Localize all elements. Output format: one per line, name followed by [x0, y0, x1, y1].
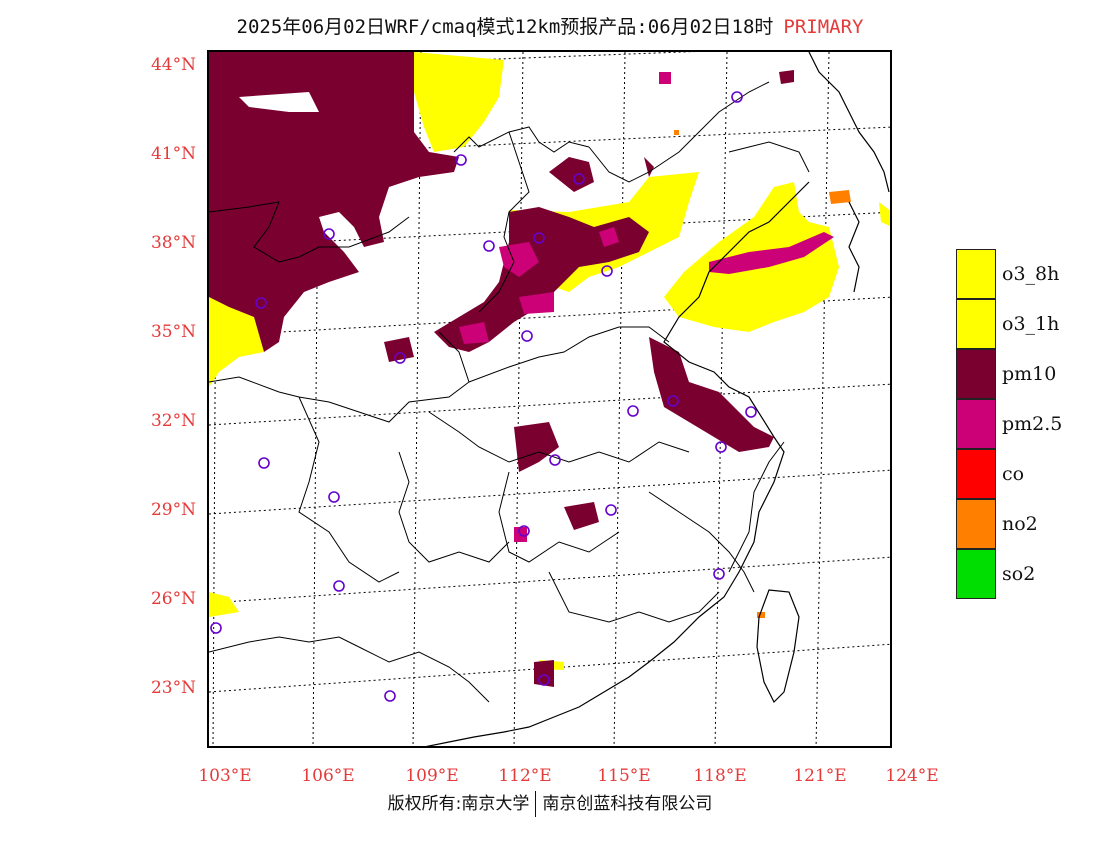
lon-label: 109°E: [405, 766, 459, 786]
lat-label: 41°N: [150, 144, 196, 164]
lon-label: 118°E: [693, 766, 747, 786]
lon-label: 106°E: [301, 766, 355, 786]
legend-swatch: [956, 499, 996, 549]
city-markers: [210, 91, 757, 702]
map-title: 2025年06月02日WRF/cmaq模式12km预报产品:06月02日18时 P…: [0, 12, 1100, 39]
legend-item-pm25: pm2.5: [956, 399, 1086, 449]
footer-divider: [535, 791, 537, 817]
lon-label: 112°E: [498, 766, 552, 786]
legend-swatch: [956, 449, 996, 499]
province-boundaries: [209, 81, 810, 703]
lon-label: 124°E: [885, 766, 939, 786]
copyright-owner: 版权所有:南京大学: [387, 794, 530, 814]
lat-label: 35°N: [150, 322, 196, 342]
title-text: 2025年06月02日WRF/cmaq模式12km预报产品:06月02日18时: [236, 16, 774, 38]
lon-label: 115°E: [597, 766, 651, 786]
legend-label: so2: [1002, 563, 1036, 585]
legend-swatch: [956, 349, 996, 399]
legend-label: pm10: [1002, 363, 1057, 385]
legend-item-o3-1h: o3_1h: [956, 299, 1086, 349]
legend-label: co: [1002, 463, 1025, 485]
legend-item-so2: so2: [956, 549, 1086, 599]
legend-swatch: [956, 299, 996, 349]
legend-swatch: [956, 549, 996, 599]
no2-region: [674, 130, 851, 618]
lon-label: 121°E: [793, 766, 847, 786]
legend-label: pm2.5: [1002, 413, 1063, 435]
legend-item-o3-8h: o3_8h: [956, 249, 1086, 299]
legend-item-no2: no2: [956, 499, 1086, 549]
pm10-region: [209, 52, 794, 687]
legend-label: o3_1h: [1002, 313, 1060, 335]
lat-label: 26°N: [150, 589, 196, 609]
lat-label: 32°N: [150, 411, 196, 431]
lat-label: 23°N: [150, 678, 196, 698]
lat-label: 44°N: [150, 55, 196, 75]
legend-swatch: [956, 399, 996, 449]
lat-label: 38°N: [150, 233, 196, 253]
legend: o3_8h o3_1h pm10 pm2.5 co no2 so2: [956, 249, 1086, 599]
legend-item-co: co: [956, 449, 1086, 499]
legend-label: o3_8h: [1002, 263, 1060, 285]
lat-label: 29°N: [150, 500, 196, 520]
legend-item-pm10: pm10: [956, 349, 1086, 399]
legend-swatch: [956, 249, 996, 299]
map-area: [207, 50, 892, 748]
lon-label: 103°E: [198, 766, 252, 786]
copyright-company: 南京创蓝科技有限公司: [542, 794, 713, 814]
copyright-footer: 版权所有:南京大学 南京创蓝科技有限公司: [0, 789, 1100, 817]
legend-label: no2: [1002, 513, 1038, 535]
primary-tag: PRIMARY: [783, 16, 864, 38]
coastline: [425, 52, 890, 746]
